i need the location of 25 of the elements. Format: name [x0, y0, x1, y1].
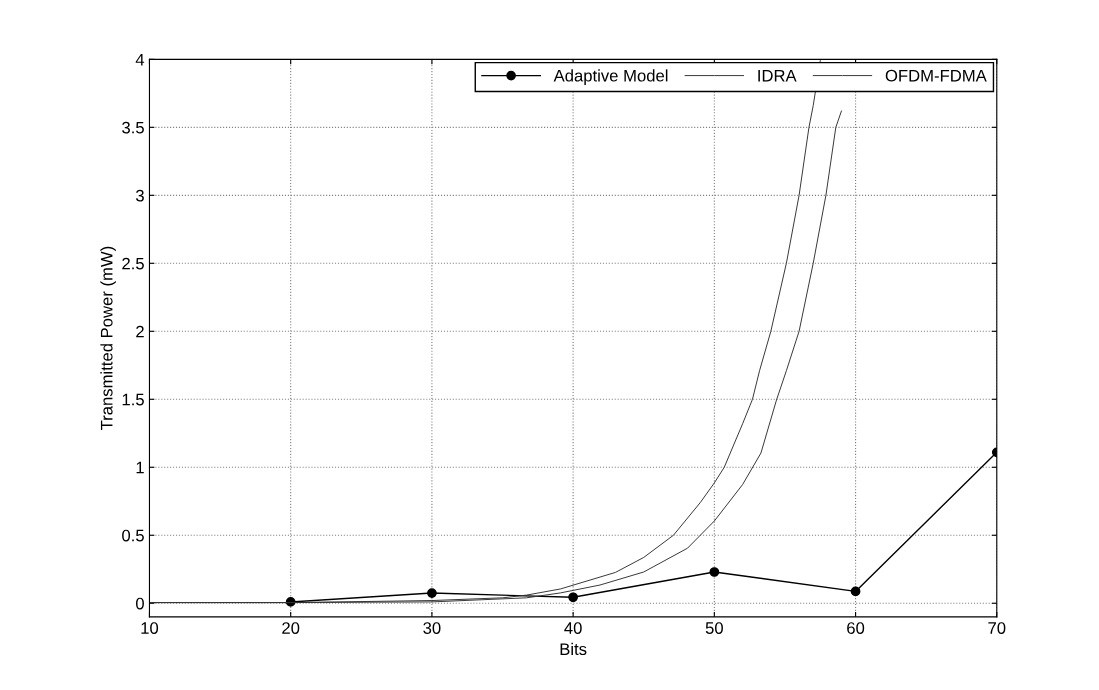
point	[427, 588, 437, 598]
x-tick-label: 30	[423, 622, 441, 634]
legend-label: Adaptive Model	[553, 69, 668, 85]
y-tick-label: 0	[135, 597, 144, 610]
point	[850, 586, 861, 597]
y-tick-label: 2	[136, 325, 144, 338]
y-tick-label: 1	[136, 461, 144, 474]
x-tick-label: 50	[705, 622, 723, 634]
x-tick-label: 40	[564, 622, 582, 634]
legend-label: OFDM-FDMA	[885, 69, 987, 82]
x-tick-label: 20	[282, 622, 300, 634]
x-tick-label: 10	[141, 622, 159, 634]
y-tick-label: 1.5	[122, 393, 144, 406]
x-tick-label: 70	[988, 622, 1006, 634]
y-tick-label: 2.5	[122, 257, 144, 270]
y-axis-title: Transmitted Power (mW)	[100, 246, 116, 431]
x-tick-label: 60	[847, 622, 865, 634]
x-axis-title: Bits	[560, 642, 587, 656]
point	[709, 567, 720, 577]
y-tick-label: 0.5	[122, 529, 144, 542]
legend-label: IDRA	[758, 69, 797, 82]
y-tick-label: 3.5	[122, 121, 144, 134]
y-tick-label: 4	[135, 53, 145, 66]
point	[568, 592, 578, 603]
y-tick-label: 3	[135, 189, 144, 202]
